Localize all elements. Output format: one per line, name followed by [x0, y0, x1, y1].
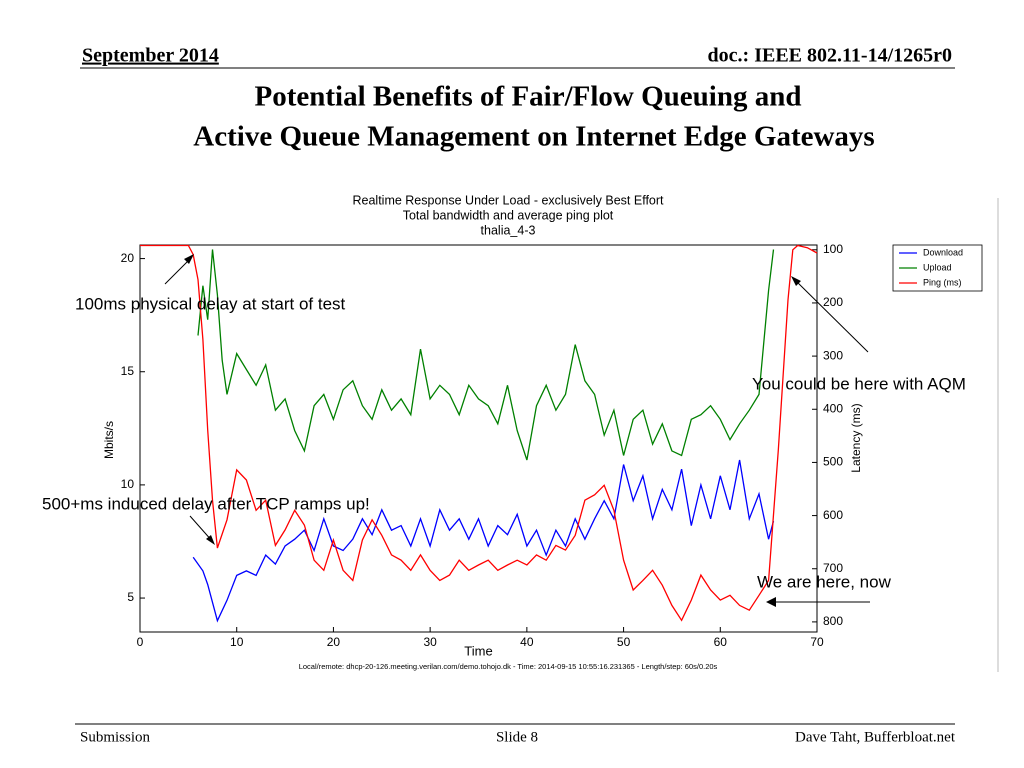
caption: Local/remote: dhcp-20-126.meeting.verila…: [299, 662, 718, 671]
plot-frame: [139, 244, 818, 633]
x-tick-label: 10: [230, 635, 244, 649]
y-axis-label: Mbits/s: [102, 421, 116, 459]
x-tick-label: 30: [423, 635, 437, 649]
x-axis-label: Time: [464, 643, 492, 658]
arrow-head: [766, 597, 776, 607]
x-tick-label: 40: [520, 635, 534, 649]
x-tick-label: 0: [137, 635, 144, 649]
legend-label: Upload: [923, 262, 952, 272]
y2-axis-label: Latency (ms): [849, 403, 863, 472]
x-tick-label: 50: [617, 635, 631, 649]
chart-title: thalia_4-3: [481, 223, 536, 237]
footer-right: Dave Taht, Bufferbloat.net: [795, 729, 956, 745]
series-line: [140, 244, 818, 622]
y-tick-label: 20: [121, 251, 135, 265]
chart-title: Total bandwidth and average ping plot: [403, 208, 614, 222]
y2-tick-label: 500: [823, 455, 843, 469]
legend-label: Ping (ms): [923, 277, 962, 287]
y2-tick-label: 400: [823, 401, 843, 415]
y2-tick-label: 300: [823, 348, 843, 362]
y2-tick-label: 100: [823, 242, 843, 256]
y-tick-label: 10: [121, 477, 135, 491]
arrow-head: [206, 535, 215, 545]
annotation: 500+ms induced delay after TCP ramps up!: [42, 494, 370, 513]
y2-tick-label: 700: [823, 561, 843, 575]
footer-left: Submission: [80, 729, 151, 745]
slide-title: Potential Benefits of Fair/Flow Queuing …: [255, 81, 802, 113]
footer-center: Slide 8: [496, 729, 538, 745]
y2-tick-label: 200: [823, 295, 843, 309]
annotations: 100ms physical delay at start of test Yo…: [42, 254, 966, 607]
x-tick-label: 20: [327, 635, 341, 649]
header-date: September 2014: [82, 45, 219, 67]
arrow: [793, 278, 869, 353]
annotation: You could be here with AQM: [752, 374, 966, 393]
chart: Realtime Response Under Load - exclusive…: [102, 193, 983, 671]
y2-tick-label: 600: [823, 508, 843, 522]
annotation: We are here, now: [757, 572, 892, 591]
x-tick-label: 70: [810, 635, 824, 649]
arrow-head: [184, 254, 194, 264]
y-tick-label: 5: [127, 590, 134, 604]
slide-title: Active Queue Management on Internet Edge…: [193, 121, 874, 153]
series-line: [197, 249, 775, 461]
header-doc: doc.: IEEE 802.11-14/1265r0: [708, 45, 952, 67]
x-tick-label: 60: [714, 635, 728, 649]
series-line: [192, 459, 775, 623]
legend-label: Download: [923, 247, 963, 257]
y2-tick-label: 800: [823, 614, 843, 628]
arrow-head: [791, 276, 801, 286]
y-tick-label: 15: [121, 364, 135, 378]
chart-title: Realtime Response Under Load - exclusive…: [352, 193, 664, 207]
annotation: 100ms physical delay at start of test: [75, 294, 346, 313]
